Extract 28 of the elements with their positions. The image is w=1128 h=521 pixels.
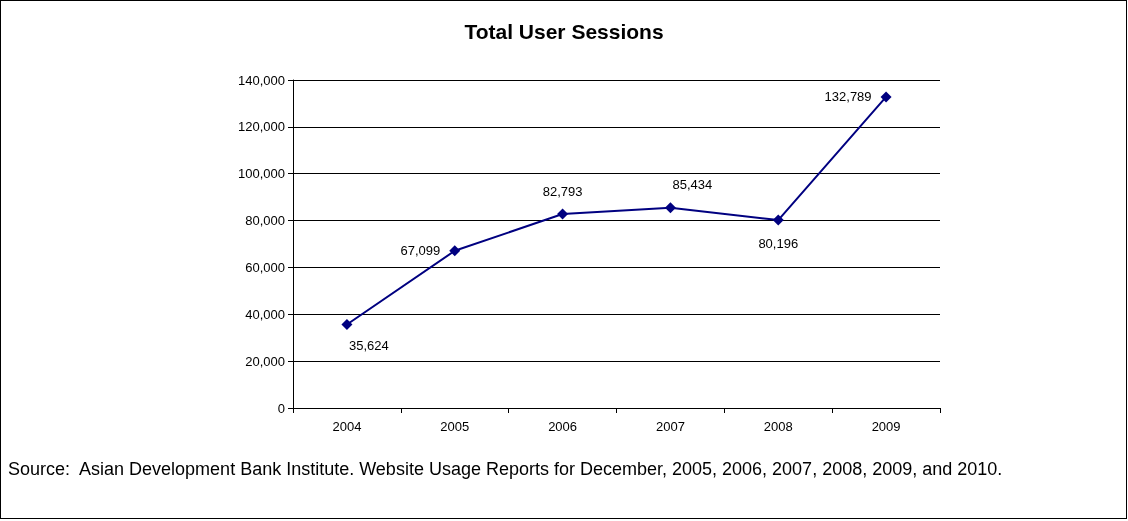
x-tick-label: 2009 <box>871 419 901 434</box>
point <box>341 319 353 331</box>
x-tick-label: 2006 <box>548 419 578 434</box>
x-tick-label: 2007 <box>655 419 685 434</box>
source-note: Source: Asian Development Bank Institute. Website Usage Reports for December, 2005, 2006, 2007, 2008, 2009, and 2010. <box>8 459 1003 479</box>
y-tick-label: 140,000 <box>238 72 285 88</box>
data-label: 35,624 <box>349 338 389 354</box>
data-label: 80,196 <box>758 235 799 251</box>
data-label: 82,793 <box>542 183 583 199</box>
data-label: 67,099 <box>400 243 441 259</box>
point <box>664 202 676 214</box>
data-label: 85,434 <box>672 177 713 193</box>
y-tick-label: 0 <box>277 400 285 416</box>
y-tick-label: 20,000 <box>245 353 285 369</box>
point <box>557 208 569 220</box>
x-tick-label: 2005 <box>440 419 470 434</box>
y-tick-label: 40,000 <box>245 306 285 322</box>
x-tick-label: 2004 <box>332 419 362 434</box>
y-tick-label: 60,000 <box>245 259 285 275</box>
y-tick-label: 120,000 <box>238 119 285 135</box>
x-tick-label: 2008 <box>763 419 793 434</box>
y-tick-label: 80,000 <box>245 213 285 229</box>
point <box>772 214 784 226</box>
data-label: 132,789 <box>824 89 872 105</box>
point <box>880 91 892 103</box>
point <box>449 245 461 257</box>
y-tick-label: 100,000 <box>238 166 285 182</box>
chart-title: Total User Sessions <box>464 20 664 43</box>
